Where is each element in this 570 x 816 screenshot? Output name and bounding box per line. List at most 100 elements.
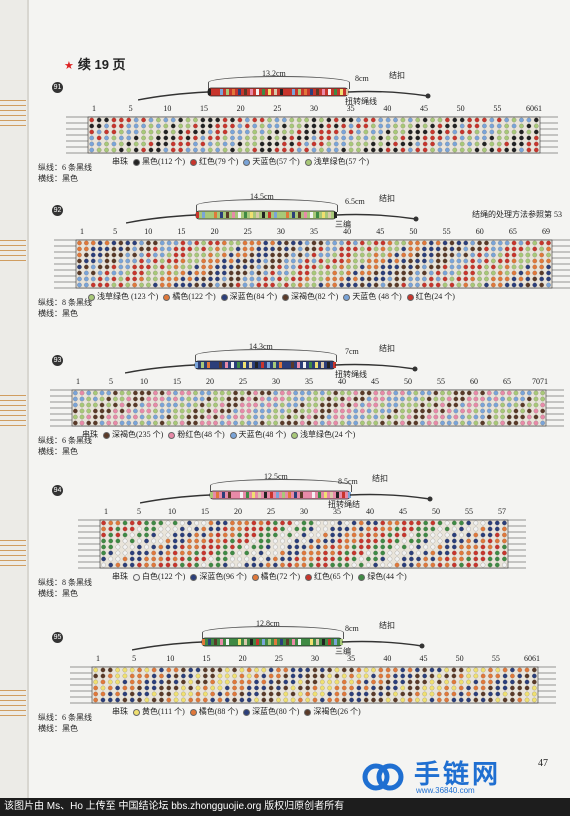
bead <box>451 685 457 691</box>
bead <box>493 420 499 426</box>
cord-info: 纵线：6 条黑线 横线：黑色 <box>38 162 92 184</box>
bead <box>290 685 296 691</box>
bead <box>215 282 220 288</box>
bead <box>525 276 531 282</box>
bead <box>366 402 372 408</box>
bead <box>356 117 361 123</box>
bead <box>494 538 500 544</box>
bead <box>511 117 517 123</box>
bead <box>158 520 164 526</box>
bead <box>199 408 205 414</box>
bead <box>387 276 393 282</box>
bead <box>180 240 186 246</box>
bead <box>259 129 265 135</box>
bead <box>222 544 228 550</box>
bead <box>401 276 406 282</box>
bead <box>119 396 125 402</box>
bead <box>380 538 386 544</box>
bead <box>173 390 178 396</box>
bead <box>118 240 124 246</box>
bead <box>186 402 192 408</box>
bead <box>151 544 156 550</box>
column-tick: 30 <box>276 227 285 236</box>
bead <box>270 246 275 252</box>
bead <box>111 147 117 153</box>
bead <box>300 414 305 420</box>
bead <box>163 135 169 141</box>
bead <box>429 685 435 691</box>
bead <box>466 667 471 673</box>
bead <box>115 562 121 568</box>
bead <box>139 390 145 396</box>
bead <box>484 258 489 264</box>
bead <box>201 258 206 264</box>
bead <box>193 408 198 414</box>
bead <box>77 270 82 276</box>
bead <box>470 246 475 252</box>
bead <box>394 562 400 568</box>
bead <box>451 667 457 673</box>
bead <box>129 691 135 697</box>
bead <box>146 240 151 246</box>
bead <box>422 123 428 129</box>
bead <box>215 556 221 562</box>
bead <box>273 556 278 562</box>
logo-text: 手链网 <box>414 759 502 789</box>
bead <box>99 402 105 408</box>
legend-item: 浅草绿色(24 个) <box>290 429 355 440</box>
bead <box>274 135 280 141</box>
bead <box>215 520 221 526</box>
bead <box>305 667 310 673</box>
bead <box>244 550 250 556</box>
bead <box>265 532 271 538</box>
bead <box>181 691 186 697</box>
bead <box>301 520 307 526</box>
bead <box>159 270 165 276</box>
bead <box>466 697 471 703</box>
bead <box>115 532 121 538</box>
bead <box>126 129 132 135</box>
bead <box>101 520 106 526</box>
bead <box>282 129 287 135</box>
bead <box>435 252 441 258</box>
bead <box>125 276 131 282</box>
bead <box>166 691 172 697</box>
bead <box>298 685 303 691</box>
bead <box>416 532 421 538</box>
bead <box>393 697 398 703</box>
bead <box>433 390 439 396</box>
bead <box>351 562 357 568</box>
bead <box>208 270 213 276</box>
bead <box>301 526 307 532</box>
bead <box>186 396 192 402</box>
bead <box>242 282 248 288</box>
bead <box>452 550 457 556</box>
bead <box>153 276 158 282</box>
bead <box>430 532 436 538</box>
bead <box>290 691 296 697</box>
bead <box>340 396 345 402</box>
bead <box>277 258 282 264</box>
bead <box>415 264 420 270</box>
legend-label: 粉红色(48 个) <box>177 430 225 439</box>
bead <box>233 402 238 408</box>
bead <box>436 685 442 691</box>
bead <box>452 135 458 141</box>
bead <box>208 264 213 270</box>
column-tick: 5 <box>132 654 137 663</box>
bead <box>308 544 314 550</box>
bead <box>415 129 421 135</box>
bead <box>532 270 538 276</box>
bead <box>526 129 532 135</box>
bead <box>222 526 228 532</box>
bead <box>518 282 524 288</box>
bead <box>487 550 493 556</box>
bead <box>173 270 179 276</box>
bead <box>77 258 82 264</box>
bead <box>463 270 469 276</box>
legend-label: 深蓝色(80 个) <box>252 707 300 716</box>
bead <box>187 264 193 270</box>
bead <box>256 240 262 246</box>
bead <box>513 420 519 426</box>
bead <box>445 129 450 135</box>
